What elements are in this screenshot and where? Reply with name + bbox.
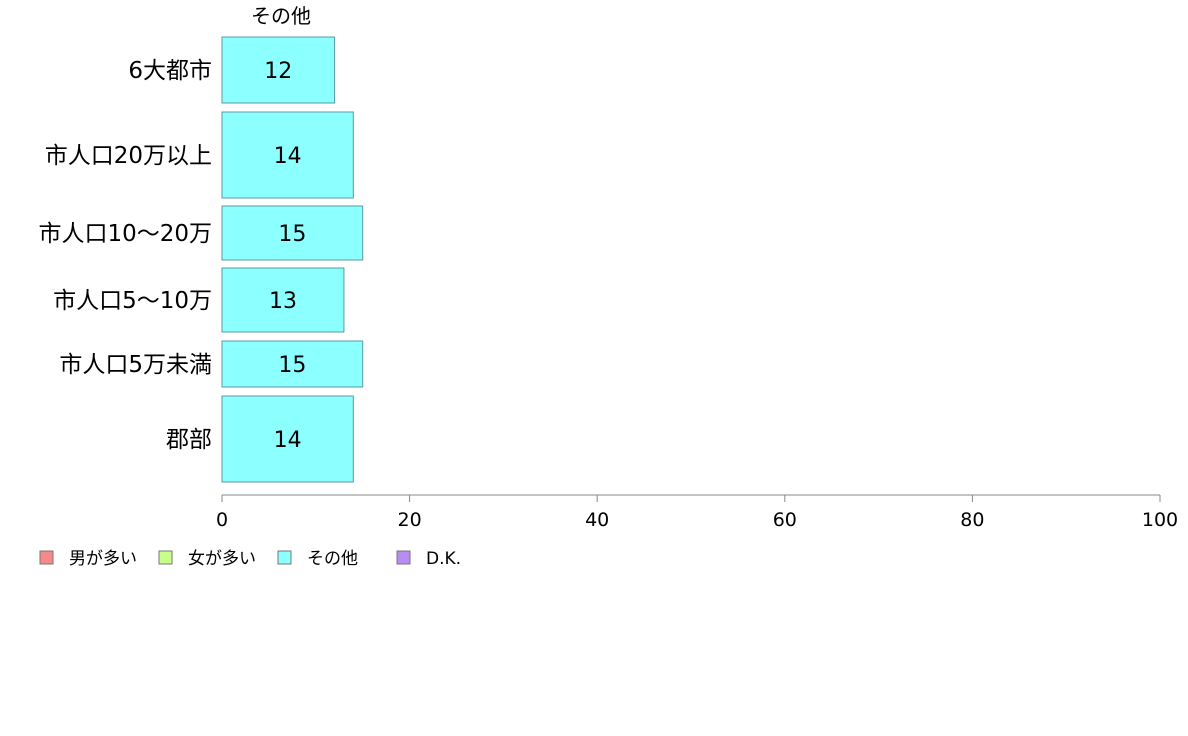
bar-value-label: 14 (274, 144, 302, 169)
bar-value-label: 13 (269, 289, 297, 314)
category-label: 市人口5〜10万 (53, 288, 212, 314)
bars-layer: 12 14 15 13 15 14 (221, 36, 364, 483)
x-tick-label: 100 (1142, 509, 1178, 531)
x-tick-label: 40 (585, 509, 609, 531)
bar-value-label: 15 (278, 353, 306, 378)
category-label: 市人口5万未満 (59, 352, 212, 378)
legend-swatch (39, 550, 54, 565)
legend-swatch (396, 550, 411, 565)
bar-value-label: 14 (274, 428, 302, 453)
bar-value-label: 15 (278, 222, 306, 247)
category-label: 6大都市 (128, 58, 212, 84)
bar-value-label: 12 (264, 59, 292, 84)
legend-label: その他 (307, 549, 358, 569)
legend-label: 女が多い (188, 549, 256, 569)
legend: 男が多い 女が多い その他 D.K. (39, 549, 461, 569)
bar (221, 340, 364, 388)
bar (221, 267, 345, 333)
legend-swatch (158, 550, 173, 565)
legend-label: 男が多い (69, 549, 137, 569)
category-label: 市人口10〜20万 (38, 221, 212, 247)
bar (221, 395, 354, 483)
series-header-label: その他 (251, 4, 311, 28)
bar (221, 205, 364, 261)
x-tick-label: 60 (773, 509, 797, 531)
x-axis: 0 20 40 60 80 100 (216, 494, 1178, 531)
bar (221, 111, 354, 199)
x-tick-label: 20 (398, 509, 422, 531)
category-label: 郡部 (166, 427, 212, 453)
x-tick-label: 0 (216, 509, 228, 531)
bar (221, 36, 336, 104)
category-label: 市人口20万以上 (45, 143, 212, 169)
legend-swatch (277, 550, 292, 565)
x-tick-label: 80 (960, 509, 984, 531)
legend-label: D.K. (426, 549, 461, 569)
